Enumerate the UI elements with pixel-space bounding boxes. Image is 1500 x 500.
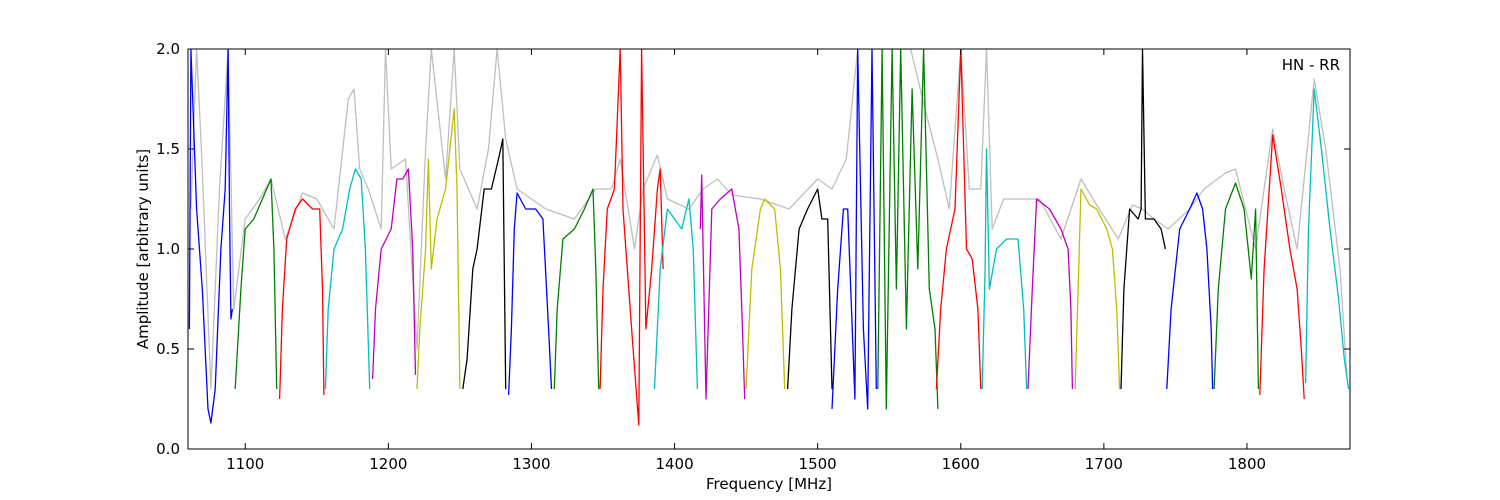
- x-tick-label: 1200: [369, 455, 407, 473]
- y-tick-label: 0.0: [156, 440, 180, 458]
- series-line: [416, 108, 461, 390]
- y-tick-label: 1.5: [156, 140, 180, 158]
- series-line: [1027, 198, 1074, 390]
- y-tick-label: 2.0: [156, 40, 180, 58]
- series-line: [324, 168, 371, 390]
- series-line: [699, 174, 746, 400]
- series-line: [1120, 49, 1167, 390]
- series-line: [190, 49, 1348, 390]
- series-line: [935, 49, 982, 390]
- series-line: [278, 198, 325, 400]
- series-line: [831, 49, 877, 410]
- series-line: [745, 198, 786, 390]
- series-line: [371, 168, 417, 380]
- series-line: [653, 198, 699, 390]
- series-line: [1213, 182, 1260, 390]
- x-tick-label: 1400: [655, 455, 693, 473]
- series-line: [234, 178, 278, 390]
- series-line: [786, 188, 833, 390]
- series-line: [1304, 88, 1350, 390]
- plot-frame: [187, 48, 1351, 450]
- y-tick-label: 1.0: [156, 240, 180, 258]
- series-line: [462, 138, 507, 390]
- x-tick-label: 1500: [799, 455, 837, 473]
- annotation: HN - RR: [1282, 56, 1340, 74]
- series-line: [188, 49, 234, 424]
- x-tick-label: 1800: [1228, 455, 1266, 473]
- series-line: [1259, 134, 1305, 400]
- series-line: [507, 192, 553, 396]
- series-line: [599, 49, 664, 426]
- series-line: [1074, 188, 1121, 390]
- series-line: [877, 49, 939, 410]
- series-line: [1166, 192, 1214, 390]
- x-tick-label: 1300: [512, 455, 550, 473]
- y-axis-label: Amplitude [arbitrary units]: [134, 149, 152, 349]
- x-tick-label: 1600: [942, 455, 980, 473]
- y-tick-label: 0.5: [156, 340, 180, 358]
- plot-lines: [188, 49, 1350, 426]
- x-tick-label: 1700: [1085, 455, 1123, 473]
- series-line: [981, 148, 1028, 390]
- x-tick-label: 1100: [226, 455, 264, 473]
- x-axis-label: Frequency [MHz]: [706, 475, 832, 493]
- series-line: [553, 188, 600, 390]
